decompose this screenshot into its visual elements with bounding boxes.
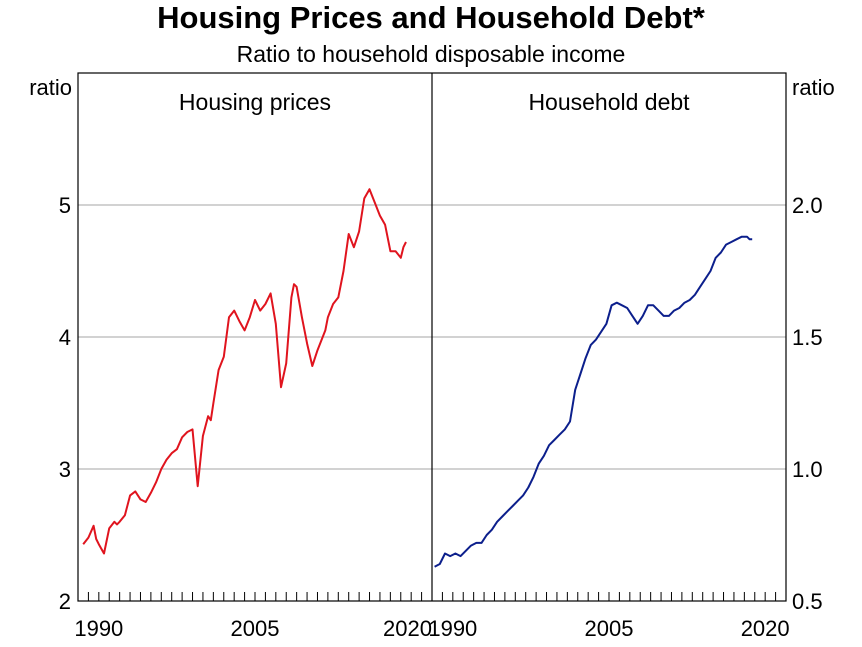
panel-2-y-tick-label: 2.0 [792, 193, 823, 218]
panel-2-x-tick-label: 2005 [585, 616, 634, 641]
panel-2-y-tick-label: 1.0 [792, 457, 823, 482]
panel-1-x-tick-label: 2005 [231, 616, 280, 641]
panel-2-series-line [434, 235, 753, 568]
panel-2-x-tick-label: 1990 [428, 616, 477, 641]
panel-1-y-tick-label: 4 [59, 325, 71, 350]
panel-1-x-tick-label: 2020 [383, 616, 432, 641]
chart-subtitle: Ratio to household disposable income [236, 41, 626, 67]
panel-2-y-tick-label: 0.5 [792, 589, 823, 614]
panel-1-y-tick-label: 5 [59, 193, 71, 218]
panel-1-series-line [82, 188, 407, 555]
panel-2-y-tick-label: 1.5 [792, 325, 823, 350]
panel-2-y-axis-label: ratio [792, 75, 835, 100]
panel-2-title: Household debt [528, 89, 690, 115]
panel-2-x-tick-label: 2020 [741, 616, 790, 641]
panel-1-y-tick-label: 2 [59, 589, 71, 614]
panel-1-y-tick-label: 3 [59, 457, 71, 482]
panel-1-title: Housing prices [179, 89, 331, 115]
chart-title: Housing Prices and Household Debt* [157, 0, 705, 35]
panel-1-x-tick-label: 1990 [74, 616, 123, 641]
panel-1-y-axis-label: ratio [29, 75, 72, 100]
